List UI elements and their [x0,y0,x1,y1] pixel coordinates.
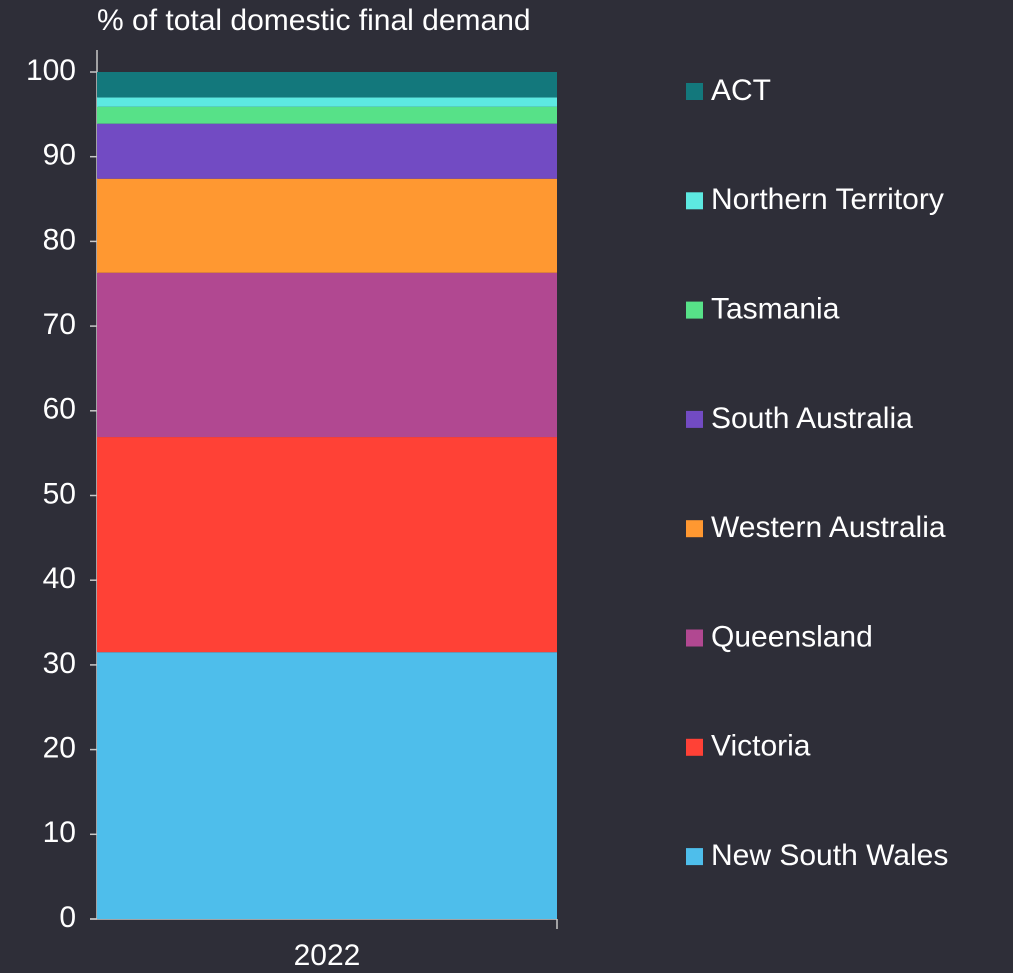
x-tick-label: 2022 [294,939,361,972]
legend-swatch [686,738,703,756]
legend-label: Western Australia [711,511,946,544]
legend-label: Queensland [711,620,873,653]
legend-label: Victoria [711,730,811,763]
legend-swatch [686,629,703,647]
y-tick-label: 50 [43,477,76,510]
legend-label: ACT [711,74,771,107]
legend-swatch [686,301,703,319]
legend-swatch [686,520,703,538]
y-tick-label: 60 [43,393,76,426]
y-tick-label: 30 [43,647,76,680]
chart-title: % of total domestic final demand [97,4,531,37]
bar-segment [97,437,557,653]
legend-label: Tasmania [711,293,840,326]
bar-segment [97,123,557,179]
legend-swatch [686,83,703,100]
legend-label: New South Wales [711,839,948,872]
y-tick-label: 40 [43,562,76,595]
y-tick-label: 100 [26,54,76,87]
bar-segment [97,106,557,124]
legend-label: Northern Territory [711,183,944,216]
bar-segment [97,97,557,107]
bar-segment [97,72,557,98]
y-tick-label: 70 [43,308,76,341]
legend-swatch [686,848,703,866]
bar-segment [97,272,557,438]
legend-swatch [686,192,703,210]
legend-label: South Australia [711,402,913,435]
y-tick-label: 20 [43,732,76,765]
y-tick-label: 90 [43,139,76,172]
bar-segment [97,652,557,919]
bar-segment [97,178,557,273]
legend-swatch [686,410,703,428]
y-tick-label: 0 [59,901,76,934]
y-tick-label: 80 [43,223,76,256]
y-tick-label: 10 [43,816,76,849]
